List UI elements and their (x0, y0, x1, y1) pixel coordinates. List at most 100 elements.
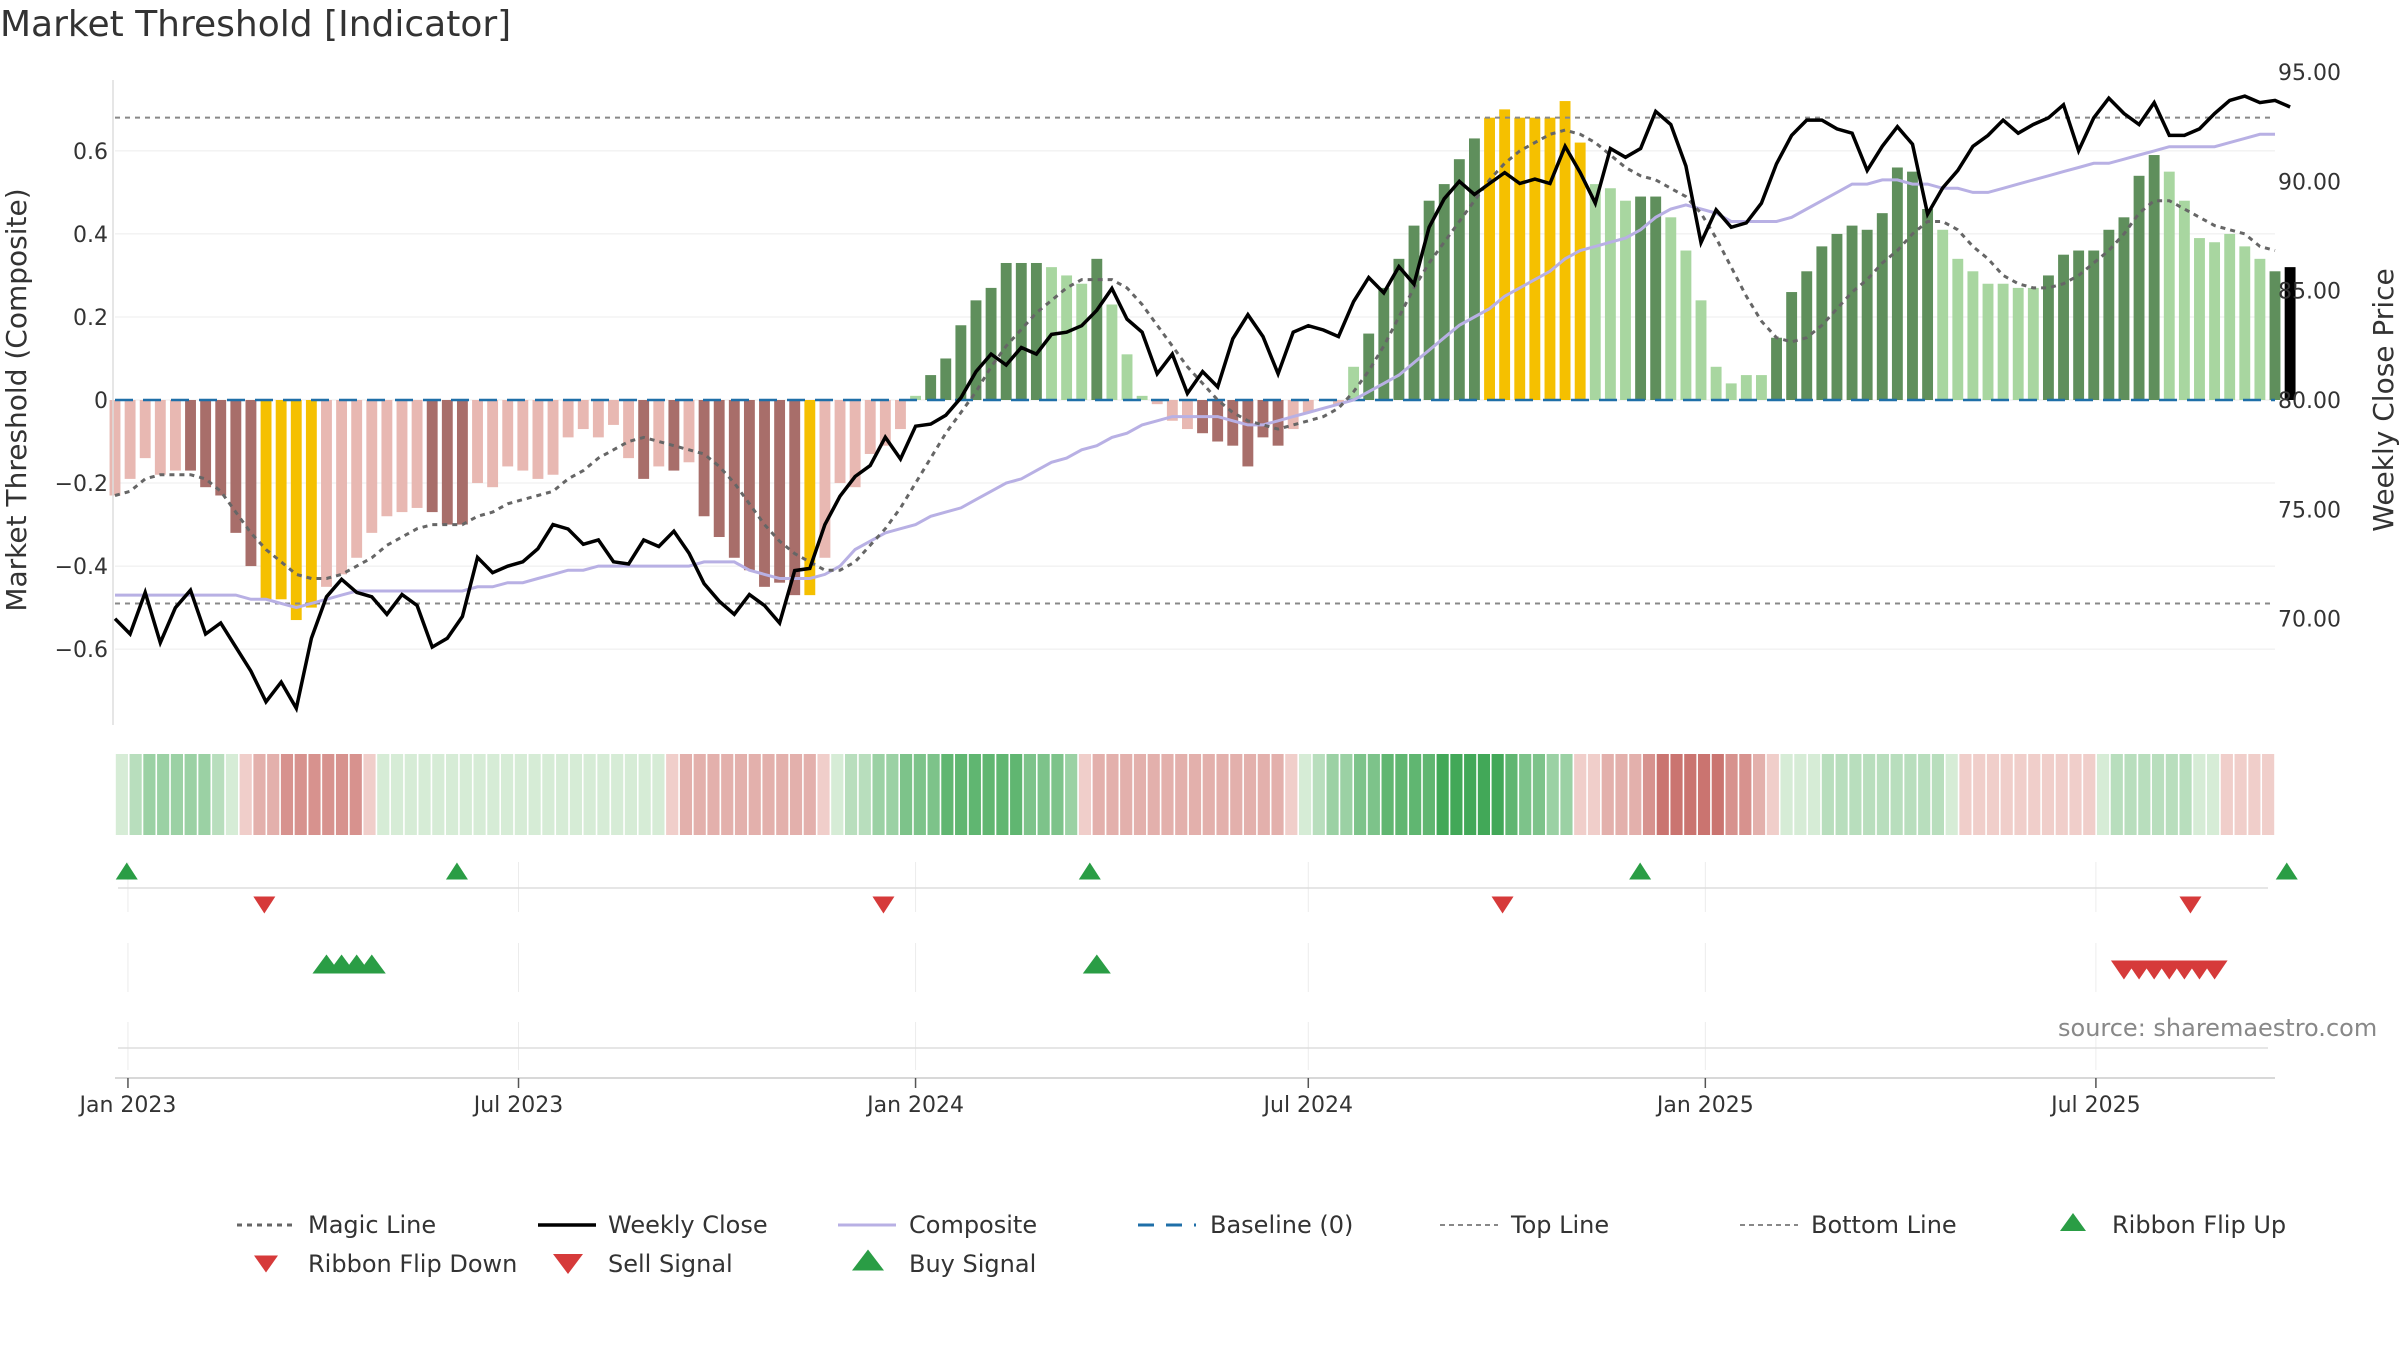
ribbon-cell (1656, 754, 1669, 835)
ribbon-cell (569, 754, 582, 835)
ribbon-cell (1230, 754, 1243, 835)
ribbon-cell (459, 754, 472, 835)
ribbon-flip-down-marker (1491, 896, 1514, 914)
ribbon-cell (1120, 754, 1133, 835)
ribbon-cell (1973, 754, 1986, 835)
ribbon-cell (803, 754, 816, 835)
legend-label-weekly-close: Weekly Close (608, 1211, 768, 1239)
ribbon-cell (1381, 754, 1394, 835)
composite-bar (728, 400, 740, 558)
ribbon-cell (1780, 754, 1793, 835)
ribbon-cell (1629, 754, 1642, 835)
y-right-tick-label: 95.00 (2278, 61, 2341, 86)
ribbon-cell (294, 754, 307, 835)
composite-bar (623, 400, 635, 459)
ribbon-cell (1835, 754, 1848, 835)
x-tick-label: Jul 2023 (472, 1093, 564, 1118)
ribbon-cell (2000, 754, 2013, 835)
signal-panels (115, 862, 2298, 1274)
composite-bar (1665, 217, 1677, 400)
ribbon-cell (1298, 754, 1312, 835)
composite-bar (1786, 292, 1798, 400)
y-left-tick-label: −0.4 (55, 555, 108, 580)
composite-bar (1952, 258, 1964, 400)
ribbon-cell (927, 754, 940, 835)
ribbon-cell (831, 754, 844, 835)
ribbon-cell (363, 754, 376, 835)
ribbon-cell (2179, 754, 2192, 835)
composite-bar (547, 400, 559, 475)
composite-bar (1378, 287, 1390, 400)
composite-bar (2088, 250, 2100, 400)
ribbon-cell (1161, 754, 1174, 835)
ribbon-flip-up-marker (115, 862, 138, 880)
x-tick-label: Jan 2024 (865, 1093, 964, 1118)
ribbon-cell (858, 754, 871, 835)
ribbon-cell (390, 754, 404, 835)
composite-bar (1348, 366, 1360, 400)
composite-bar (487, 400, 499, 488)
composite-bar (2209, 242, 2221, 400)
composite-bar (1907, 171, 1918, 400)
ribbon-cell (996, 754, 1009, 835)
legend-label-sell-signal: Sell Signal (608, 1250, 733, 1278)
ribbon-strip (115, 754, 2275, 835)
composite-bar (1091, 258, 1103, 400)
y-right-tick-label: 70.00 (2278, 608, 2341, 633)
ribbon-cell (349, 754, 362, 835)
y-left-tick-label: 0 (94, 389, 108, 414)
ribbon-cell (1546, 754, 1559, 835)
composite-bar (1272, 400, 1284, 446)
composite-bar (230, 400, 242, 533)
y-right-tick-label: 85.00 (2278, 280, 2341, 305)
legend-label-composite: Composite (909, 1211, 1037, 1239)
ribbon-cell (1808, 754, 1821, 835)
ribbon-flip-down-marker (253, 896, 276, 914)
ribbon-cell (487, 754, 500, 835)
y-left-axis-title: Market Threshold (Composite) (0, 188, 33, 611)
composite-bar (2042, 275, 2054, 400)
sell-signal-marker (2201, 960, 2228, 980)
ribbon-cell (748, 754, 761, 835)
composite-bar (1771, 337, 1782, 400)
ribbon-cell (2041, 754, 2055, 835)
composite-bar (1574, 142, 1586, 400)
legend-swatch-buy-signal (852, 1249, 884, 1271)
composite-bar (1635, 196, 1647, 400)
composite-bar (608, 400, 619, 425)
ribbon-cell (1642, 754, 1656, 835)
composite-bar (1710, 366, 1722, 400)
composite-bar (910, 395, 921, 400)
axes: −0.6 −0.4 −0.2 0 0.2 0.4 0.6 70.00 75.00 80.00 85.… (0, 61, 2400, 725)
composite-bar (1861, 229, 1873, 400)
ribbon-cell (1477, 754, 1490, 835)
x-tick-label: Jan 2025 (1655, 1093, 1754, 1118)
composite-bar (1755, 375, 1767, 400)
ribbon-cell (1890, 754, 1903, 835)
composite-bar (215, 400, 227, 496)
ribbon-cell (1532, 754, 1546, 835)
ribbon-cell (1202, 754, 1215, 835)
ribbon-cell (335, 754, 349, 835)
ribbon-cell (2055, 754, 2068, 835)
composite-bar (139, 400, 151, 459)
ribbon-cell (2110, 754, 2123, 835)
ribbon-cell (1409, 754, 1422, 835)
ribbon-cell (1147, 754, 1160, 835)
composite-bar (668, 400, 680, 471)
composite-bar (2027, 287, 2039, 400)
ribbon-cell (1684, 754, 1697, 835)
composite-bar (1922, 209, 1934, 400)
ribbon-cell (198, 754, 211, 835)
buy-signal-marker (1082, 954, 1111, 974)
ribbon-cell (1037, 754, 1050, 835)
composite-bar (290, 400, 302, 621)
ribbon-cell (844, 754, 858, 835)
ribbon-flip-up-marker (445, 862, 468, 880)
composite-bar (275, 400, 287, 600)
ribbon-cell (638, 754, 651, 835)
composite-bar (2163, 171, 2175, 400)
composite-bar (1876, 213, 1888, 400)
ribbon-cell (143, 754, 156, 835)
composite-bar (1438, 184, 1450, 400)
